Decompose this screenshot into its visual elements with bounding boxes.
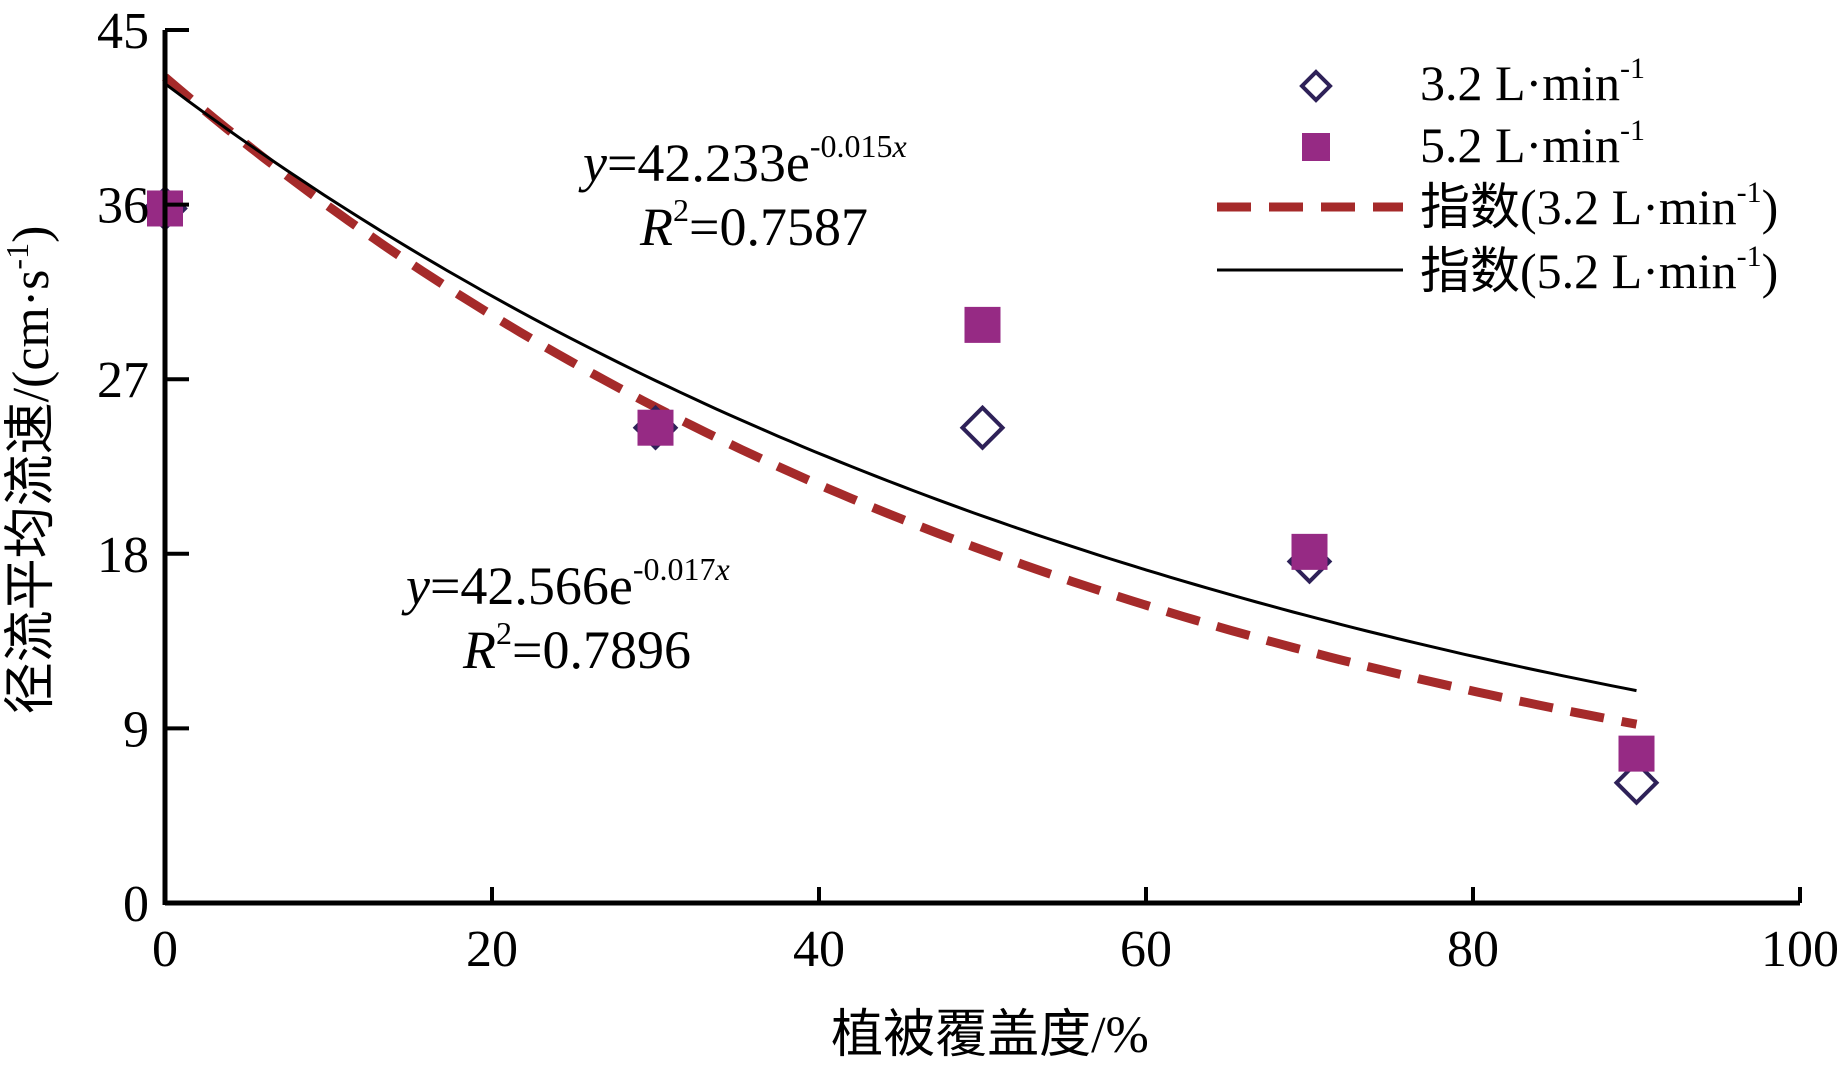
equation-1-x: x — [892, 128, 907, 164]
legend-label-3.2: 3.2 L·min-1 — [1420, 52, 1645, 111]
equation-1-exp: -0.015 — [810, 128, 893, 164]
x-tick-label-3: 60 — [1120, 921, 1172, 978]
point-s1-1 — [637, 409, 674, 446]
y-axis-label-main: 径流平均流速/(cm·s — [3, 270, 60, 715]
r-squared-2: R2=0.7896 — [462, 615, 691, 680]
x-tick-label-2: 40 — [793, 921, 845, 978]
point-s1-4 — [1618, 735, 1655, 772]
x-tick-label-5: 100 — [1761, 921, 1839, 978]
y-axis-label-close: ) — [3, 226, 60, 243]
x-tick-label-4: 80 — [1447, 921, 1499, 978]
y-axis-label: 径流平均流速/(cm·s-1) — [0, 226, 60, 715]
y-tick-label-3: 27 — [97, 352, 149, 409]
equation-1: y=42.233e-0.015x — [578, 128, 907, 193]
legend: 3.2 L·min-1 5.2 L·min-1 指数(3.2 L·min-1) … — [1217, 52, 1778, 299]
legend-label-5.2: 5.2 L·min-1 — [1420, 114, 1645, 173]
x-tick-label-1: 20 — [466, 921, 518, 978]
point-s0-4 — [1613, 759, 1660, 806]
x-tick-label-0: 0 — [152, 921, 178, 978]
r-squared-1: R2=0.7587 — [639, 192, 868, 257]
plot-layer — [142, 73, 1660, 806]
equation-1-y: y — [578, 133, 607, 193]
legend-marker-3.2 — [1299, 69, 1333, 103]
r-squared-2-label: R — [462, 620, 496, 680]
equation-2-y: y — [401, 556, 430, 616]
r-squared-2-value: =0.7896 — [512, 620, 691, 680]
equation-2: y=42.566e-0.017x — [401, 551, 730, 616]
legend-label-fit-3.2: 指数(3.2 L·min-1) — [1420, 176, 1778, 235]
y-tick-label-2: 18 — [97, 527, 149, 584]
legend-label-fit-5.2: 指数(5.2 L·min-1) — [1420, 240, 1778, 299]
equation-2-main: =42.566e — [430, 556, 633, 616]
r-squared-2-exp: 2 — [496, 615, 512, 651]
x-axis-label: 植被覆盖度/% — [831, 1007, 1149, 1064]
y-tick-label-4: 36 — [97, 178, 149, 235]
r-squared-1-value: =0.7587 — [689, 197, 868, 257]
y-tick-label-1: 9 — [123, 701, 149, 758]
y-tick-label-0: 0 — [123, 876, 149, 933]
axes-layer — [162, 30, 1800, 906]
point-s1-3 — [1291, 533, 1328, 570]
r-squared-1-label: R — [639, 197, 673, 257]
equation-2-exp: -0.017 — [633, 551, 716, 587]
equation-2-x: x — [715, 551, 730, 587]
point-s1-2 — [964, 306, 1001, 343]
legend-marker-5.2 — [1302, 133, 1330, 161]
point-s0-2 — [959, 404, 1006, 451]
equation-1-main: =42.233e — [607, 133, 810, 193]
fit-curve-3 — [164, 82, 1637, 693]
ticks-layer: 0 20 40 60 80 100 0 9 18 27 36 45 — [97, 3, 1839, 978]
y-axis-label-sup: -1 — [0, 243, 35, 270]
fit-curve-2 — [162, 73, 1638, 729]
r-squared-1-exp: 2 — [673, 192, 689, 228]
y-tick-label-5: 45 — [97, 3, 149, 60]
